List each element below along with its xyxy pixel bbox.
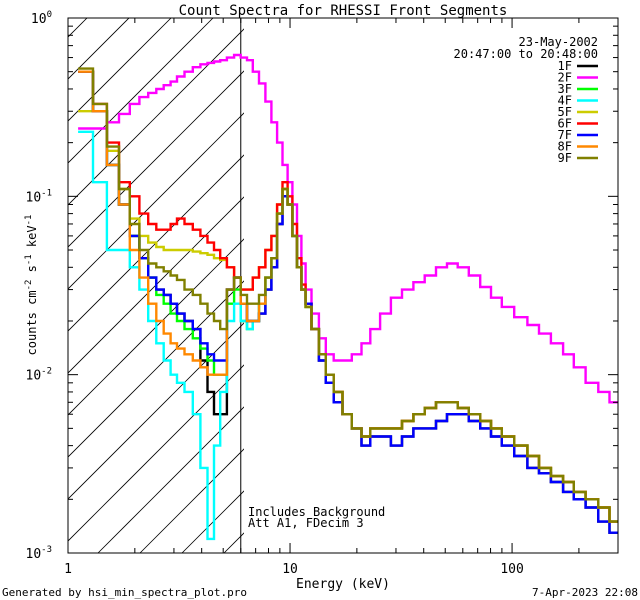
hatch-region — [68, 0, 640, 553]
x-tick-label: 10 — [282, 562, 298, 577]
series-line-9f — [78, 67, 618, 523]
hatch-line — [68, 238, 244, 416]
y-tick-label: 10-3 — [26, 545, 53, 562]
hatch-line — [68, 18, 172, 122]
x-tick-label: 100 — [500, 562, 523, 577]
y-tick-label: 100 — [31, 10, 52, 27]
y-axis-unit-s: s — [25, 265, 39, 279]
legend-label-1f: 1F — [558, 59, 572, 73]
footer-generated-by: Generated by hsi_min_spectra_plot.pro — [2, 586, 247, 599]
hatch-line — [68, 112, 244, 290]
legend-label-3f: 3F — [558, 82, 572, 96]
hatch-line — [68, 322, 244, 500]
hatch-line — [350, 0, 640, 553]
series-line-6f — [78, 70, 618, 523]
time-range-label: 20:47:00 to 20:48:00 — [454, 47, 599, 61]
axis-ticks — [67, 17, 619, 554]
chart-title: Count Spectra for RHESSI Front Segments — [179, 3, 508, 19]
series-line-4f — [78, 130, 618, 541]
date-label: 23-May-2002 — [519, 35, 598, 49]
x-tick-labels: 1 10 100 — [64, 562, 524, 577]
hatch-line — [68, 364, 244, 542]
hatch-line — [97, 406, 244, 553]
x-tick-label: 1 — [64, 562, 72, 577]
legend-label-8f: 8F — [558, 140, 572, 154]
hatch-line — [68, 28, 244, 206]
hatch-line — [68, 280, 244, 458]
hatch-line — [68, 70, 244, 248]
legend-label-4f: 4F — [558, 94, 572, 108]
y-axis-label-main: counts cm — [25, 290, 39, 355]
annotation-background: Includes Background — [248, 505, 385, 519]
y-tick-labels: 10-3 10-2 10-1 100 — [26, 10, 53, 562]
x-axis-label: Energy (keV) — [296, 577, 390, 592]
y-tick-label: 10-1 — [26, 188, 53, 205]
series-line-3f — [78, 70, 618, 523]
hatch-line — [68, 18, 214, 164]
legend-label-6f: 6F — [558, 117, 572, 131]
y-axis-unit-kev: keV — [25, 225, 39, 254]
legend-label-5f: 5F — [558, 105, 572, 119]
hatch-line — [68, 196, 244, 374]
legend-label-9f: 9F — [558, 151, 572, 165]
series-line-2f — [78, 53, 618, 404]
hatch-line — [266, 0, 640, 553]
y-axis-unit-exp-1: -2 — [24, 280, 34, 291]
hatch-line — [68, 154, 244, 332]
y-axis-unit-exp-2: -1 — [24, 254, 34, 265]
series-line-8f — [78, 70, 618, 523]
series-layer — [78, 53, 618, 541]
y-tick-label: 10-2 — [26, 367, 53, 384]
legend-label-2f: 2F — [558, 71, 572, 85]
plot-frame — [67, 17, 619, 554]
y-axis-label: counts cm-2 s-1 keV-1 — [24, 215, 39, 356]
annotation-attenuator: Att A1, FDecim 3 — [248, 516, 364, 530]
y-axis-unit-exp-3: -1 — [24, 215, 34, 226]
legend-label-7f: 7F — [558, 128, 572, 142]
footer-timestamp: 7-Apr-2023 22:08 — [532, 586, 638, 599]
